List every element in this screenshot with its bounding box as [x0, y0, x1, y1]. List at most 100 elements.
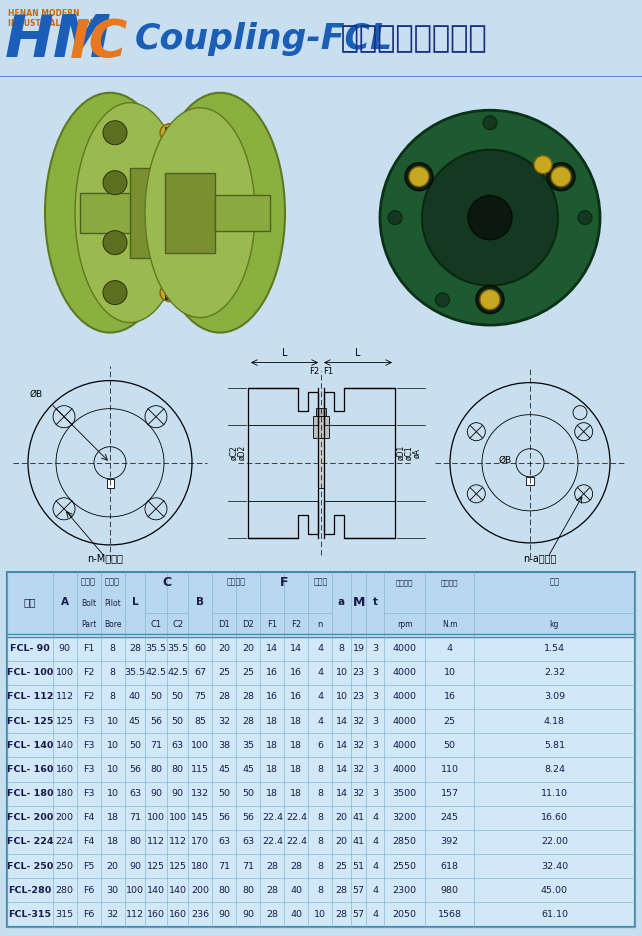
Text: F5: F5 — [83, 862, 94, 870]
Bar — [165, 237, 185, 249]
Text: FCL- 100: FCL- 100 — [6, 668, 53, 678]
Text: 60: 60 — [195, 644, 206, 653]
Text: 14: 14 — [336, 717, 347, 725]
Ellipse shape — [160, 284, 180, 301]
Text: 23: 23 — [352, 668, 365, 678]
Text: n: n — [318, 620, 323, 629]
Text: FCL- 90: FCL- 90 — [10, 644, 49, 653]
Text: 145: 145 — [191, 813, 209, 823]
Bar — [316, 408, 326, 416]
Text: 25: 25 — [242, 668, 254, 678]
Text: FCL- 125: FCL- 125 — [6, 717, 53, 725]
Text: F1: F1 — [267, 620, 277, 629]
Text: 3: 3 — [372, 717, 378, 725]
Text: 20: 20 — [242, 644, 254, 653]
Text: 中心孔: 中心孔 — [105, 578, 120, 587]
Text: D1: D1 — [218, 620, 230, 629]
Circle shape — [103, 230, 127, 255]
Text: 10: 10 — [107, 765, 119, 774]
Text: L: L — [355, 347, 361, 358]
Text: 100: 100 — [55, 668, 74, 678]
Text: 16: 16 — [290, 668, 302, 678]
Text: HM: HM — [5, 12, 112, 68]
Text: 90: 90 — [150, 789, 162, 798]
Text: 22.4: 22.4 — [286, 838, 307, 846]
Text: F6: F6 — [83, 910, 94, 919]
Text: 392: 392 — [440, 838, 458, 846]
Text: 90: 90 — [171, 789, 184, 798]
Circle shape — [476, 285, 504, 314]
Text: 115: 115 — [191, 765, 209, 774]
Text: 20: 20 — [336, 813, 347, 823]
Ellipse shape — [155, 93, 285, 332]
Text: 3500: 3500 — [393, 789, 417, 798]
Text: 8: 8 — [338, 644, 345, 653]
Bar — [107, 479, 114, 488]
Text: 100: 100 — [169, 813, 187, 823]
Ellipse shape — [145, 108, 255, 317]
Text: 2.32: 2.32 — [544, 668, 565, 678]
Text: 41: 41 — [352, 838, 365, 846]
Text: 157: 157 — [440, 789, 458, 798]
Text: 28: 28 — [266, 862, 279, 870]
Text: ØB: ØB — [498, 456, 512, 465]
Ellipse shape — [380, 110, 600, 325]
Text: 3: 3 — [372, 740, 378, 750]
Text: 125: 125 — [147, 862, 165, 870]
Text: 4: 4 — [317, 644, 324, 653]
Text: 35.5: 35.5 — [125, 668, 146, 678]
Text: 18: 18 — [266, 765, 279, 774]
Circle shape — [551, 167, 571, 186]
Text: Pilot: Pilot — [104, 599, 121, 608]
Text: 重量: 重量 — [550, 578, 559, 587]
Text: 125: 125 — [55, 717, 74, 725]
Text: 180: 180 — [55, 789, 74, 798]
Text: 32: 32 — [352, 765, 365, 774]
Text: 42.5: 42.5 — [146, 668, 167, 678]
Circle shape — [388, 211, 402, 225]
Text: rpm: rpm — [397, 620, 412, 629]
Text: FCL- 160: FCL- 160 — [6, 765, 53, 774]
Text: 45.00: 45.00 — [541, 885, 568, 895]
Text: 4: 4 — [447, 644, 453, 653]
Text: 18: 18 — [266, 740, 279, 750]
Text: F3: F3 — [83, 765, 94, 774]
Text: 50: 50 — [444, 740, 456, 750]
Text: D2: D2 — [243, 620, 254, 629]
Bar — [130, 168, 185, 257]
Text: øC2: øC2 — [229, 446, 238, 461]
Text: F2: F2 — [309, 367, 319, 375]
Text: 35.5: 35.5 — [146, 644, 167, 653]
Ellipse shape — [75, 103, 185, 323]
Text: 80: 80 — [171, 765, 184, 774]
Text: F2: F2 — [291, 620, 302, 629]
Text: HENAN MODERN: HENAN MODERN — [8, 9, 80, 18]
Bar — [165, 286, 185, 299]
Text: Bore: Bore — [104, 620, 121, 629]
Text: 28: 28 — [242, 693, 254, 701]
Text: 56: 56 — [218, 813, 230, 823]
Text: 80: 80 — [218, 885, 230, 895]
Text: FCL- 112: FCL- 112 — [6, 693, 53, 701]
Text: FCL- 180: FCL- 180 — [6, 789, 53, 798]
Text: Bolt: Bolt — [81, 599, 96, 608]
Text: 125: 125 — [169, 862, 187, 870]
Text: 112: 112 — [147, 838, 165, 846]
Text: 112: 112 — [55, 693, 74, 701]
Text: 18: 18 — [107, 838, 119, 846]
Text: 10: 10 — [315, 910, 326, 919]
Text: 14: 14 — [336, 765, 347, 774]
Text: 90: 90 — [58, 644, 71, 653]
Text: F2: F2 — [83, 668, 94, 678]
Text: 56: 56 — [242, 813, 254, 823]
Text: 50: 50 — [150, 693, 162, 701]
Text: 980: 980 — [440, 885, 458, 895]
Text: 2300: 2300 — [393, 885, 417, 895]
Text: n-M螺套孔: n-M螺套孔 — [87, 553, 123, 563]
Text: F6: F6 — [83, 885, 94, 895]
Text: 14: 14 — [336, 789, 347, 798]
Text: 280: 280 — [55, 885, 74, 895]
Text: 40: 40 — [290, 910, 302, 919]
Ellipse shape — [182, 285, 198, 300]
Text: 250: 250 — [55, 862, 74, 870]
